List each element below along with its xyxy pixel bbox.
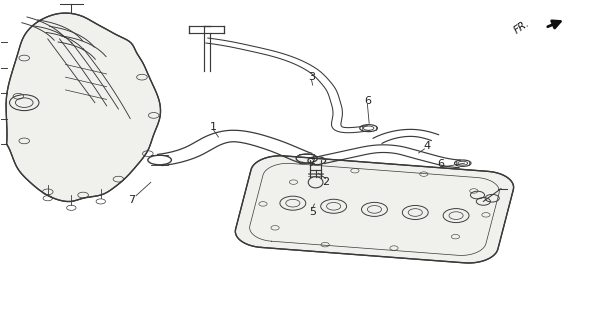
- Text: 1: 1: [210, 122, 217, 132]
- Polygon shape: [235, 156, 514, 263]
- Polygon shape: [6, 13, 160, 202]
- Text: 6: 6: [364, 96, 371, 106]
- Text: 3: 3: [308, 72, 315, 82]
- Text: 7: 7: [308, 157, 315, 168]
- Text: 7: 7: [128, 195, 135, 205]
- Text: FR.: FR.: [512, 18, 531, 36]
- Text: 2: 2: [322, 177, 329, 187]
- Text: 6: 6: [437, 159, 444, 169]
- Text: 4: 4: [424, 141, 431, 151]
- Text: 5: 5: [309, 207, 316, 217]
